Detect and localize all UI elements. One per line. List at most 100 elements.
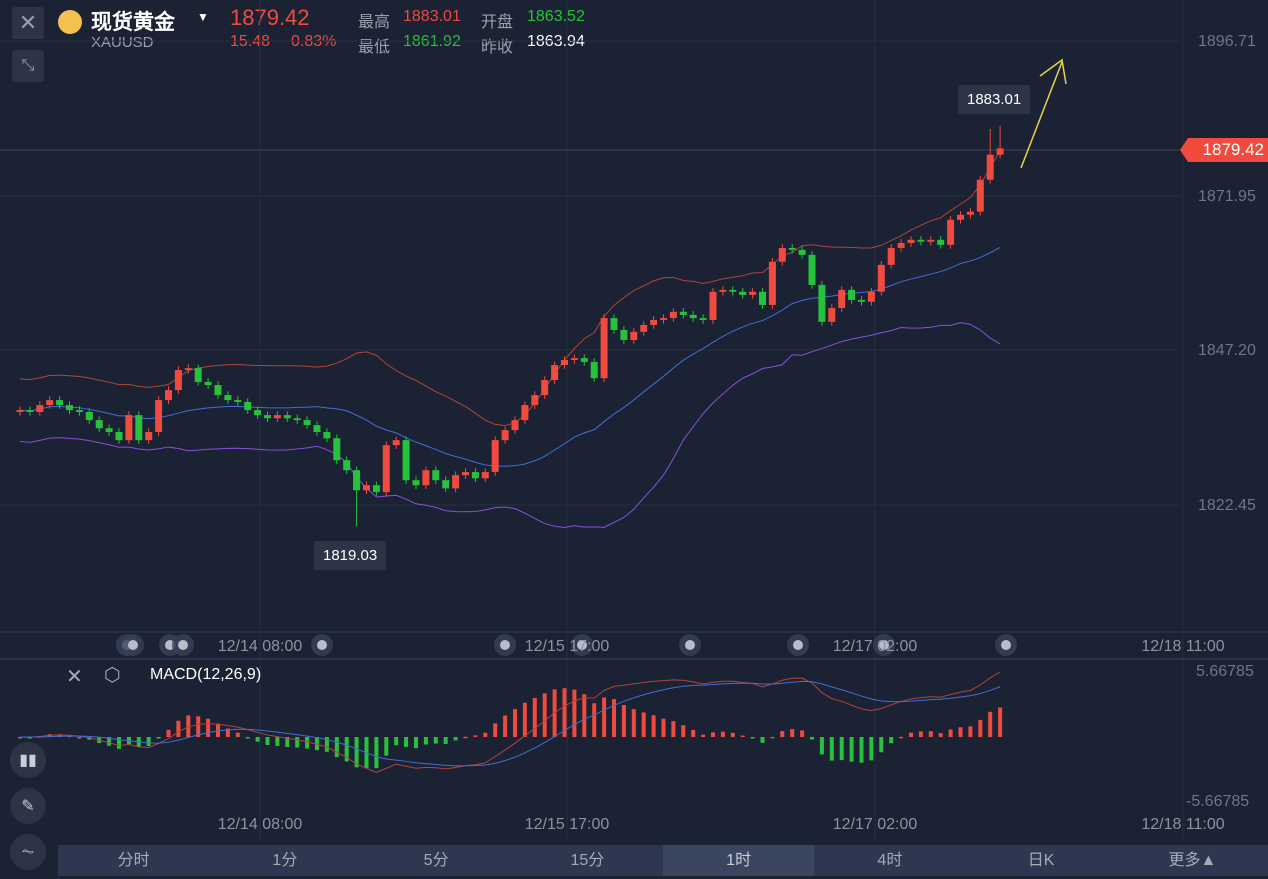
macd-histogram-bar bbox=[730, 732, 735, 737]
macd-histogram-bar bbox=[107, 737, 112, 746]
candle bbox=[650, 319, 658, 325]
candle bbox=[422, 470, 430, 486]
candle bbox=[947, 219, 955, 245]
tab-fenshi[interactable]: 分时 bbox=[117, 852, 150, 869]
candle bbox=[966, 211, 974, 215]
candle bbox=[353, 470, 361, 491]
macd-histogram-bar bbox=[522, 702, 527, 737]
timeframe-tabs: 分时 1分 5分 15分 1时 4时 日K 更多▲ bbox=[58, 845, 1268, 876]
macd-histogram-bar bbox=[216, 723, 220, 737]
candle bbox=[254, 410, 262, 416]
candle bbox=[600, 318, 608, 379]
macd-histogram-bar bbox=[631, 709, 636, 737]
trend-arrow bbox=[1020, 61, 1063, 169]
candle bbox=[788, 247, 796, 250]
event-dot bbox=[128, 640, 138, 650]
tab-4hour[interactable]: 4时 bbox=[877, 852, 903, 869]
candle bbox=[412, 480, 420, 486]
macd-histogram-bar bbox=[344, 737, 349, 762]
macd-histogram-bar bbox=[948, 729, 953, 737]
tab-1min[interactable]: 1分 bbox=[272, 852, 298, 869]
macd-histogram-bar bbox=[750, 737, 755, 739]
indicator-icon[interactable]: ⏦ bbox=[10, 834, 46, 870]
close-indicator-icon[interactable]: ✕ bbox=[66, 666, 83, 688]
macd-histogram-bar bbox=[800, 730, 805, 737]
candle bbox=[630, 331, 638, 340]
event-dot bbox=[1001, 640, 1011, 650]
dropdown-icon[interactable]: ▼ bbox=[197, 10, 209, 24]
candle bbox=[620, 329, 628, 340]
macd-histogram-bar bbox=[394, 737, 399, 746]
settings-icon[interactable]: ⬡ bbox=[104, 665, 121, 686]
candle bbox=[36, 405, 44, 412]
macd-histogram-bar bbox=[443, 737, 448, 745]
macd-histogram-bar bbox=[225, 728, 230, 737]
symbol: XAUUSD bbox=[91, 34, 154, 51]
macd-histogram-bar bbox=[18, 737, 22, 739]
macd-histogram-bar bbox=[612, 699, 616, 737]
candle bbox=[165, 390, 172, 401]
macd-histogram-bar bbox=[503, 715, 508, 737]
macd-histogram-bar bbox=[918, 731, 923, 737]
candle bbox=[640, 324, 648, 332]
macd-title: MACD(12,26,9) bbox=[150, 666, 262, 683]
candle bbox=[105, 428, 113, 433]
candle bbox=[996, 148, 1004, 155]
candle bbox=[729, 289, 737, 292]
macd-histogram-bar bbox=[423, 737, 428, 745]
candle bbox=[937, 239, 945, 245]
tab-15min[interactable]: 15分 bbox=[570, 852, 605, 869]
candle bbox=[590, 361, 598, 379]
time-label: 12/17 02:00 bbox=[832, 638, 918, 655]
candle bbox=[432, 470, 440, 481]
candle bbox=[531, 395, 539, 406]
candle bbox=[927, 239, 935, 242]
tab-1hour[interactable]: 1时 bbox=[663, 845, 815, 876]
macd-histogram-bar bbox=[146, 737, 151, 746]
macd-histogram-bar bbox=[206, 718, 211, 737]
tab-daily[interactable]: 日K bbox=[1027, 852, 1055, 869]
macd-histogram-bar bbox=[819, 737, 824, 755]
macd-histogram-bar bbox=[760, 737, 765, 743]
macd-histogram-bar bbox=[988, 711, 993, 737]
candle bbox=[660, 318, 667, 320]
collapse-icon[interactable]: ⤡ bbox=[12, 50, 44, 82]
candle bbox=[858, 299, 865, 302]
candle bbox=[184, 368, 192, 371]
macd-histogram-bar bbox=[542, 693, 547, 737]
macd-histogram-bar bbox=[57, 734, 62, 737]
time-label: 12/15 17:00 bbox=[524, 638, 610, 655]
candle bbox=[135, 415, 143, 441]
macd-histogram-bar bbox=[374, 737, 379, 769]
candle bbox=[897, 242, 905, 248]
candle bbox=[749, 291, 757, 295]
macd-histogram-bar bbox=[324, 737, 329, 752]
candle bbox=[363, 485, 370, 491]
candle bbox=[333, 438, 341, 461]
candle bbox=[551, 365, 559, 381]
candle bbox=[669, 311, 677, 319]
macd-histogram-bar bbox=[315, 737, 319, 751]
tab-5min[interactable]: 5分 bbox=[423, 852, 449, 869]
instrument-name[interactable]: 现货黄金 bbox=[91, 11, 175, 34]
tab-more[interactable]: 更多▲ bbox=[1168, 852, 1217, 869]
max-price-tooltip: 1883.01 bbox=[958, 85, 1031, 114]
candlestick-tool-icon[interactable]: ▮▮ bbox=[10, 742, 46, 778]
candle bbox=[610, 318, 618, 330]
price-axis-label: 1896.71 bbox=[1198, 33, 1256, 50]
macd-histogram-bar bbox=[572, 689, 577, 737]
event-dot bbox=[500, 640, 510, 650]
macd-histogram-bar bbox=[305, 737, 310, 749]
price-axis-label: 1822.45 bbox=[1198, 497, 1256, 514]
macd-histogram-bar bbox=[899, 736, 904, 739]
candle bbox=[155, 400, 163, 433]
candle bbox=[689, 314, 697, 319]
candle bbox=[264, 415, 271, 419]
pencil-icon[interactable]: ✎ bbox=[10, 788, 46, 824]
candle bbox=[481, 472, 489, 479]
candle bbox=[570, 358, 578, 361]
current-price: 1879.42 bbox=[230, 5, 310, 30]
candle bbox=[452, 475, 460, 489]
close-button[interactable]: ✕ bbox=[12, 7, 44, 39]
